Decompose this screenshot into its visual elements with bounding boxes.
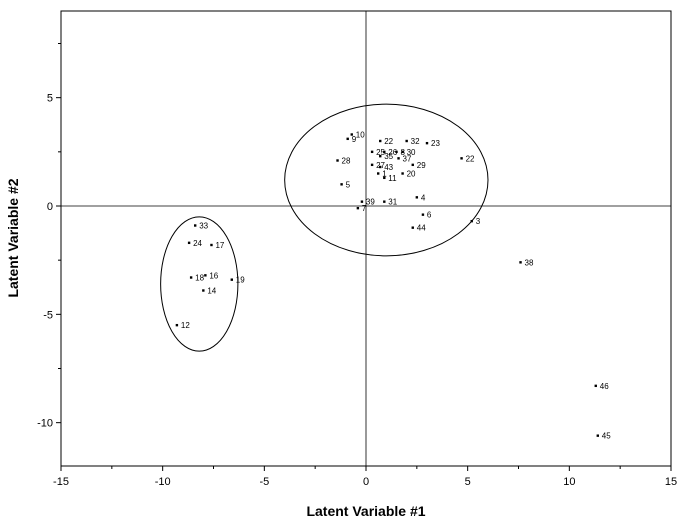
data-point	[470, 219, 473, 223]
reference-lines	[61, 11, 671, 466]
data-point	[383, 150, 386, 154]
x-axis-ticks: -15 -10 -5 0 5 10 15	[53, 466, 677, 488]
point-label: 6	[427, 211, 432, 220]
point-label: 9	[352, 135, 357, 144]
x-tick-label: 0	[363, 476, 369, 488]
data-point	[594, 384, 597, 388]
x-tick-label: -10	[155, 476, 171, 488]
point-label: 4	[421, 193, 426, 202]
data-point	[421, 213, 425, 216]
data-point	[401, 150, 404, 154]
data-point	[346, 137, 349, 141]
point-label: 39	[366, 198, 375, 207]
point-label: 33	[199, 222, 208, 231]
point-label: 30	[407, 148, 416, 157]
data-point	[401, 172, 404, 175]
point-label: 22	[466, 154, 475, 163]
y-tick-label: -10	[37, 418, 53, 430]
data-points: 1092232252683023223537282743291201154393…	[175, 131, 611, 441]
cluster-ellipse	[160, 216, 239, 352]
data-point	[356, 206, 360, 210]
data-point	[411, 226, 414, 229]
y-axis-ticks: -10 -5 0 5	[37, 43, 61, 430]
x-axis-title: Latent Variable #1	[306, 503, 425, 519]
data-point	[202, 289, 205, 292]
x-tick-label: 15	[665, 476, 677, 488]
point-label: 44	[417, 224, 426, 233]
data-point	[383, 176, 386, 180]
point-label: 7	[362, 204, 367, 213]
point-label: 29	[417, 161, 426, 170]
point-label: 26	[388, 148, 397, 157]
data-point	[187, 241, 191, 245]
point-label: 37	[403, 154, 412, 163]
data-point	[194, 224, 197, 227]
point-label: 17	[215, 241, 224, 250]
point-label: 46	[600, 382, 609, 391]
point-label: 1	[382, 170, 387, 179]
cluster-ellipses	[160, 103, 489, 352]
data-point	[415, 196, 419, 199]
data-point	[460, 157, 463, 160]
point-label: 18	[195, 274, 204, 283]
point-label: 35	[384, 152, 393, 161]
point-label: 19	[236, 276, 245, 285]
y-tick-label: 5	[47, 93, 53, 105]
point-label: 31	[388, 198, 397, 207]
point-label: 43	[384, 163, 393, 172]
point-label: 28	[342, 157, 351, 166]
point-label: 11	[388, 174, 397, 183]
data-point	[405, 139, 408, 143]
x-tick-label: 10	[563, 476, 575, 488]
point-label: 14	[207, 287, 216, 296]
data-point	[336, 159, 339, 162]
data-point	[411, 163, 414, 167]
point-label: 32	[411, 137, 420, 146]
point-label: 12	[181, 321, 190, 330]
data-point	[340, 183, 343, 186]
data-point	[370, 150, 374, 154]
point-label: 5	[346, 180, 351, 189]
data-point	[210, 243, 213, 247]
point-label: 23	[431, 139, 440, 148]
point-label: 16	[209, 271, 218, 280]
x-tick-label: -15	[53, 476, 69, 488]
data-point	[350, 133, 353, 136]
data-point	[425, 141, 429, 145]
data-point	[230, 278, 233, 281]
data-point	[519, 261, 522, 264]
data-point	[379, 165, 382, 169]
y-tick-label: 0	[47, 201, 53, 213]
data-point	[397, 157, 400, 160]
y-axis-title: Latent Variable #2	[5, 178, 21, 297]
point-label: 3	[476, 217, 481, 226]
data-point	[175, 323, 179, 327]
data-point	[379, 154, 382, 158]
data-point	[360, 200, 364, 203]
y-tick-label: -5	[43, 309, 53, 321]
cluster-ellipse	[284, 103, 489, 257]
x-tick-label: 5	[465, 476, 471, 488]
point-label: 45	[602, 432, 611, 441]
data-point	[596, 434, 599, 437]
point-label: 25	[376, 148, 385, 157]
point-label: 10	[356, 131, 365, 140]
point-label: 24	[193, 239, 202, 248]
data-point	[189, 276, 193, 279]
point-label: 27	[376, 161, 385, 170]
point-label: 20	[407, 170, 416, 179]
data-point	[377, 172, 380, 175]
data-point	[383, 200, 386, 203]
data-point	[204, 274, 207, 277]
point-label: 22	[384, 137, 393, 146]
data-point	[379, 139, 382, 143]
point-label: 38	[525, 258, 534, 267]
x-tick-label: -5	[259, 476, 269, 488]
data-point	[395, 150, 398, 154]
data-point	[370, 163, 374, 167]
